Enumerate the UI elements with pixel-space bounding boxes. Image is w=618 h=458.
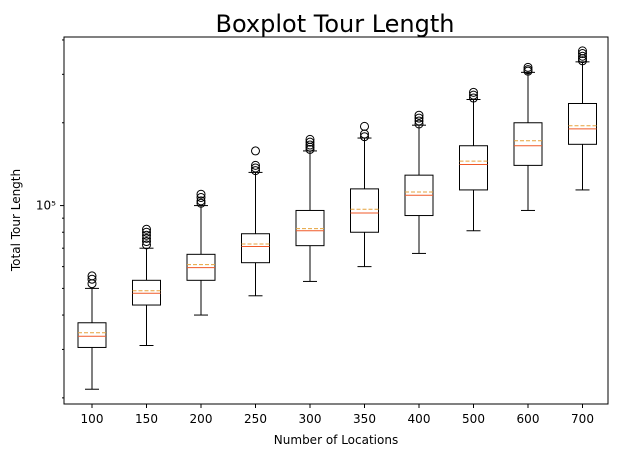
outlier-point: [360, 121, 369, 131]
x-tick-label: 400: [408, 412, 431, 426]
outlier-point: [196, 196, 206, 206]
plot-frame: [63, 36, 609, 405]
y-axis-label: Total Tour Length: [9, 169, 23, 272]
box-group-600: [513, 62, 543, 211]
box-group-300: [295, 134, 325, 282]
outlier-point: [196, 192, 206, 202]
x-axis-label: Number of Locations: [274, 433, 398, 447]
box-group-700: [568, 46, 597, 191]
iqr-box: [350, 188, 379, 233]
outlier-point: [251, 166, 260, 176]
outlier-point: [142, 237, 151, 247]
outlier-point: [523, 65, 533, 75]
iqr-box: [568, 102, 597, 145]
outlier-point: [523, 62, 533, 72]
outlier-point: [142, 230, 151, 240]
outlier-point: [196, 189, 206, 199]
outlier-point: [578, 46, 587, 56]
outlier-point: [414, 116, 424, 126]
iqr-box: [295, 209, 325, 247]
outlier-point: [469, 93, 478, 103]
iqr-box: [513, 122, 543, 166]
box-group-250: [241, 146, 270, 297]
outlier-point: [414, 119, 424, 129]
outlier-point: [360, 132, 369, 142]
iqr-box: [459, 145, 488, 191]
outlier-point: [305, 137, 315, 147]
plot-area: [77, 46, 597, 390]
outlier-point: [414, 110, 424, 120]
outlier-point: [142, 227, 151, 237]
box-group-150: [132, 224, 161, 347]
outlier-point: [251, 163, 260, 173]
outlier-point: [142, 240, 151, 250]
outlier-point: [305, 140, 315, 150]
outlier-point: [87, 271, 97, 281]
chart-title: Boxplot Tour Length: [216, 10, 455, 38]
outlier-point: [469, 87, 478, 97]
x-tick-label: 700: [571, 412, 594, 426]
iqr-box: [132, 279, 161, 306]
outlier-point: [142, 224, 151, 234]
x-axis: 100 150 200 250 300 350 400 500 600 700: [81, 404, 594, 426]
box-group-500: [459, 87, 488, 232]
outlier-point: [305, 134, 315, 144]
outlier-point: [578, 56, 587, 66]
iqr-box: [241, 233, 270, 264]
x-tick-label: 250: [244, 412, 267, 426]
outlier-point: [414, 113, 424, 123]
outlier-point: [305, 144, 315, 154]
outlier-point: [142, 233, 151, 243]
x-tick-label: 500: [462, 412, 485, 426]
outlier-point: [87, 279, 97, 289]
x-tick-label: 300: [299, 412, 322, 426]
outlier-point: [251, 146, 260, 156]
outlier-point: [578, 51, 587, 61]
y-tick-label: 10⁵: [36, 199, 56, 213]
outlier-point: [251, 160, 260, 170]
box-group-200: [186, 189, 216, 316]
box-group-350: [350, 121, 379, 268]
iqr-box: [77, 322, 107, 348]
x-tick-label: 600: [517, 412, 540, 426]
box-group-100: [77, 271, 107, 390]
outlier-point: [87, 274, 97, 284]
x-tick-label: 100: [81, 412, 104, 426]
outlier-point: [196, 198, 206, 208]
x-tick-label: 150: [135, 412, 158, 426]
outlier-point: [578, 49, 587, 59]
x-tick-label: 350: [353, 412, 376, 426]
outlier-point: [469, 90, 478, 100]
x-tick-label: 200: [190, 412, 213, 426]
y-axis: 10⁵: [36, 39, 64, 399]
box-group-400: [404, 110, 434, 254]
